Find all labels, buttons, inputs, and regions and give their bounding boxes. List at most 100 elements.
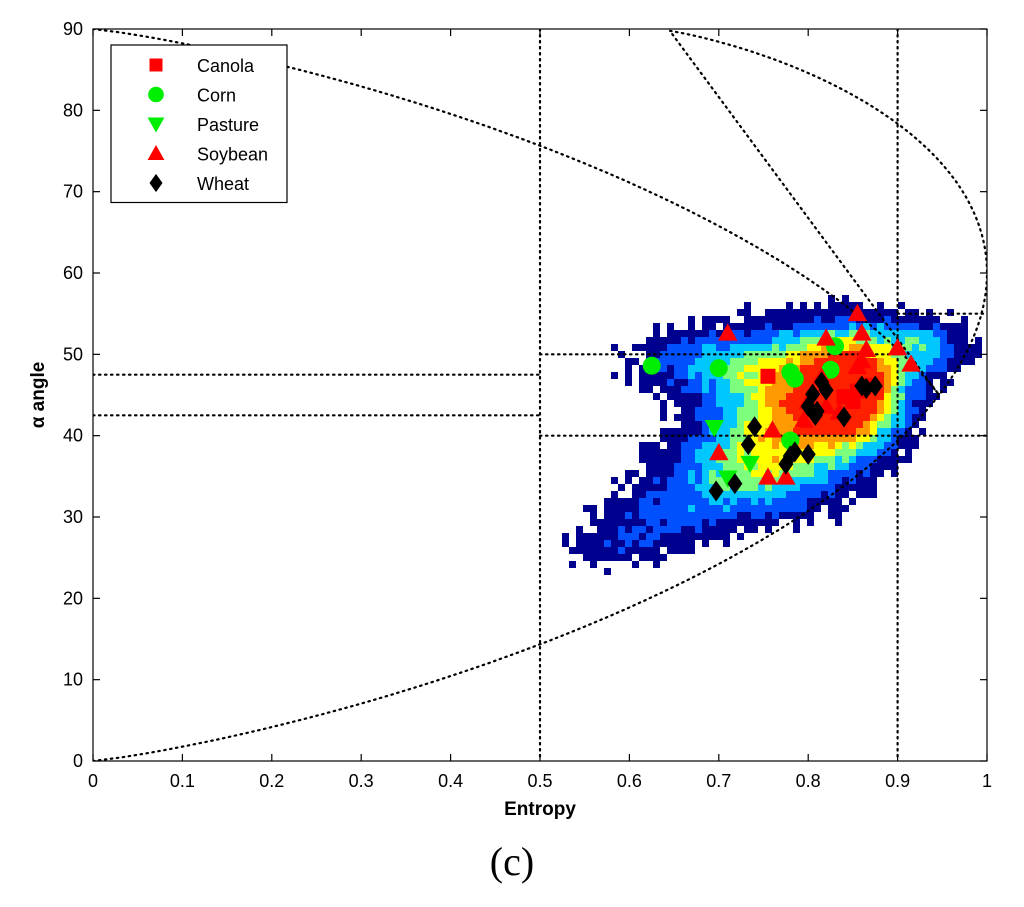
heatmap-cell — [604, 512, 611, 519]
heatmap-cell — [800, 470, 807, 477]
heatmap-cell — [898, 379, 905, 386]
heatmap-cell — [709, 344, 716, 351]
heatmap-cell — [765, 421, 772, 428]
heatmap-cell — [751, 358, 758, 365]
heatmap-cell — [611, 372, 618, 379]
heatmap-cell — [646, 533, 653, 540]
heatmap-cell — [758, 393, 765, 400]
heatmap-cell — [849, 330, 856, 337]
heatmap-cell — [884, 393, 891, 400]
heatmap-cell — [800, 505, 807, 512]
heatmap-cell — [884, 463, 891, 470]
heatmap-cell — [716, 512, 723, 519]
soybean-point — [758, 467, 778, 485]
heatmap-cell — [709, 407, 716, 414]
heatmap-cell — [569, 547, 576, 554]
heatmap-cell — [933, 337, 940, 344]
heatmap-cell — [625, 379, 632, 386]
heatmap-cell — [744, 477, 751, 484]
heatmap-cell — [716, 526, 723, 533]
heatmap-cell — [744, 351, 751, 358]
heatmap-cell — [933, 323, 940, 330]
heatmap-cell — [807, 477, 814, 484]
heatmap-cell — [835, 484, 842, 491]
heatmap-cell — [786, 316, 793, 323]
heatmap-cell — [891, 400, 898, 407]
heatmap-cell — [702, 379, 709, 386]
heatmap-cell — [849, 302, 856, 309]
heatmap-cell — [933, 344, 940, 351]
heatmap-cell — [814, 316, 821, 323]
heatmap-cell — [695, 379, 702, 386]
soybean-point — [717, 323, 738, 341]
heatmap-cell — [597, 540, 604, 547]
heatmap-cell — [842, 442, 849, 449]
heatmap-cell — [828, 428, 835, 435]
heatmap-cell — [730, 372, 737, 379]
heatmap-cell — [940, 379, 947, 386]
heatmap-cell — [730, 393, 737, 400]
heatmap-cell — [793, 330, 800, 337]
heatmap-cell — [856, 428, 863, 435]
heatmap-cell — [667, 442, 674, 449]
heatmap-cell — [667, 379, 674, 386]
heatmap-cell — [625, 372, 632, 379]
heatmap-cell — [765, 330, 772, 337]
heatmap-cell — [730, 379, 737, 386]
heatmap-cell — [674, 470, 681, 477]
heatmap-cell — [870, 435, 877, 442]
heatmap-cell — [758, 421, 765, 428]
heatmap-cell — [646, 344, 653, 351]
x-tick-label: 0.3 — [349, 771, 374, 791]
heatmap-cell — [765, 323, 772, 330]
heatmap-cell — [639, 344, 646, 351]
heatmap-cell — [667, 491, 674, 498]
heatmap-cell — [772, 337, 779, 344]
heatmap-cell — [933, 351, 940, 358]
heatmap-cell — [821, 323, 828, 330]
heatmap-cell — [737, 491, 744, 498]
heatmap-cell — [828, 505, 835, 512]
heatmap-cell — [905, 400, 912, 407]
heatmap-cell — [639, 498, 646, 505]
heatmap-cell — [653, 498, 660, 505]
heatmap-cell — [870, 344, 877, 351]
heatmap-cell — [688, 323, 695, 330]
heatmap-cell — [646, 512, 653, 519]
heatmap-cell — [800, 386, 807, 393]
heatmap-cell — [646, 484, 653, 491]
heatmap-cell — [842, 309, 849, 316]
heatmap-cell — [702, 505, 709, 512]
heatmap-cell — [653, 519, 660, 526]
heatmap-cell — [856, 484, 863, 491]
heatmap-cell — [954, 330, 961, 337]
heatmap-cell — [947, 330, 954, 337]
heatmap-cell — [639, 512, 646, 519]
heatmap-cell — [737, 533, 744, 540]
soybean-point — [776, 467, 796, 485]
heatmap-cell — [877, 344, 884, 351]
heatmap-cell — [870, 449, 877, 456]
heatmap-cell — [744, 358, 751, 365]
heatmap-cell — [723, 498, 730, 505]
heatmap-cell — [926, 400, 933, 407]
canola-point — [760, 368, 776, 384]
heatmap-cell — [793, 358, 800, 365]
heatmap-cell — [611, 512, 618, 519]
heatmap-cell — [919, 365, 926, 372]
heatmap-cell — [709, 526, 716, 533]
heatmap-cell — [751, 379, 758, 386]
heatmap-cell — [793, 393, 800, 400]
heatmap-cell — [891, 365, 898, 372]
heatmap-cell — [702, 519, 709, 526]
heatmap-cell — [793, 407, 800, 414]
heatmap-cell — [702, 491, 709, 498]
y-tick-label: 40 — [63, 426, 83, 446]
heatmap-cell — [793, 351, 800, 358]
heatmap-cell — [702, 484, 709, 491]
heatmap-cell — [877, 449, 884, 456]
heatmap-cell — [695, 428, 702, 435]
heatmap-cell — [933, 316, 940, 323]
heatmap-cell — [786, 302, 793, 309]
heatmap-cell — [744, 302, 751, 309]
